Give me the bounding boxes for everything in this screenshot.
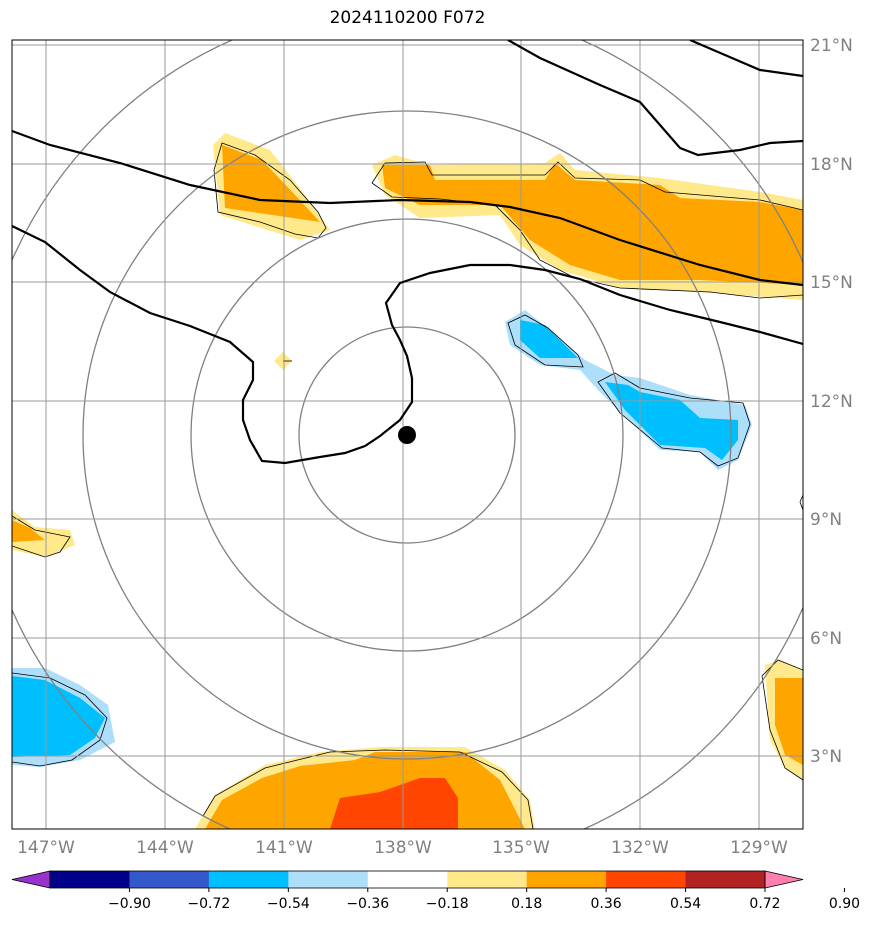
latitude-label: 21°N	[810, 36, 853, 56]
storm-center-marker	[398, 426, 416, 444]
latitude-label: 15°N	[810, 273, 853, 293]
thick-contour-line	[12, 225, 803, 465]
thin-contour-line	[371, 161, 803, 211]
thin-contour-line	[202, 749, 534, 829]
colorbar-extension-low	[11, 870, 51, 889]
colorbar-swatch	[526, 871, 607, 888]
colorbar-swatch	[129, 871, 210, 888]
colorbar-outline	[49, 870, 766, 889]
thin-contour-line	[799, 494, 803, 511]
positive-anomaly-area	[382, 163, 803, 285]
latitude-labels: 21°N 18°N 15°N 12°N 9°N 6°N 3°N	[810, 36, 853, 767]
colorbar-swatch	[50, 871, 130, 888]
colorbar-tick-label: 0.72	[749, 896, 780, 912]
map-title: 2024110200 F072	[329, 8, 486, 28]
thin-contour-line	[371, 182, 803, 299]
longitude-label: 135°W	[492, 838, 550, 858]
range-ring	[298, 326, 516, 544]
range-ring	[190, 218, 624, 652]
longitude-label: 144°W	[136, 838, 194, 858]
colorbar-swatch	[447, 871, 528, 888]
colorbar: −0.90 −0.72 −0.54 −0.36 −0.18 0.18 0.36 0.54 0.7…	[11, 870, 860, 912]
latitude-label: 18°N	[810, 155, 853, 175]
latitude-label: 3°N	[810, 747, 842, 767]
range-ring	[82, 110, 732, 760]
colorbar-swatch	[288, 871, 369, 888]
colorbar-swatch	[685, 871, 766, 888]
thin-contours	[12, 142, 803, 829]
colorbar-tick-label: −0.18	[426, 896, 469, 912]
negative-anomaly-area	[520, 320, 578, 358]
positive-anomaly-area	[12, 510, 75, 557]
colorbar-swatch	[208, 871, 289, 888]
colorbar-tick-label: −0.90	[108, 896, 151, 912]
positive-anomaly-area	[775, 678, 803, 765]
thick-contour-line	[12, 129, 803, 287]
thin-contour-line	[597, 372, 751, 467]
longitude-label: 147°W	[17, 838, 75, 858]
thick-contour-line	[689, 40, 803, 78]
longitude-label: 129°W	[730, 838, 788, 858]
thin-contour-line	[761, 659, 803, 781]
colorbar-tick-label: 0.18	[511, 896, 542, 912]
longitude-label: 141°W	[255, 838, 313, 858]
colorbar-tick-label: 0.90	[829, 896, 860, 912]
colorbar-tick-label: −0.54	[267, 896, 310, 912]
strong-positive-anomaly-area	[330, 778, 458, 829]
colorbar-extension-high	[764, 870, 804, 889]
colorbar-swatch	[367, 871, 448, 888]
colorbar-tick-label: −0.36	[346, 896, 389, 912]
latitude-label: 9°N	[810, 510, 842, 530]
thin-contour-line	[12, 515, 71, 558]
longitude-label: 138°W	[374, 838, 432, 858]
colorbar-swatch	[606, 871, 687, 888]
thin-contour-line	[507, 314, 584, 368]
latitude-label: 12°N	[810, 392, 853, 412]
map-panel	[11, 39, 804, 830]
longitude-labels: 147°W 144°W 141°W 138°W 135°W 132°W 129°…	[17, 838, 788, 858]
thick-contour-line	[507, 40, 803, 157]
range-rings	[12, 40, 803, 829]
graticule	[12, 40, 803, 829]
colorbar-tick-label: −0.72	[187, 896, 230, 912]
negative-anomaly-area	[12, 676, 105, 757]
longitude-label: 132°W	[611, 838, 669, 858]
thick-contours	[12, 40, 803, 465]
map-frame	[11, 39, 804, 830]
thin-contour-line	[12, 672, 108, 767]
positive-anomaly-area	[12, 520, 45, 542]
colorbar-tick-label: 0.36	[591, 896, 622, 912]
latitude-label: 6°N	[810, 629, 842, 649]
colorbar-tick-label: 0.54	[670, 896, 701, 912]
